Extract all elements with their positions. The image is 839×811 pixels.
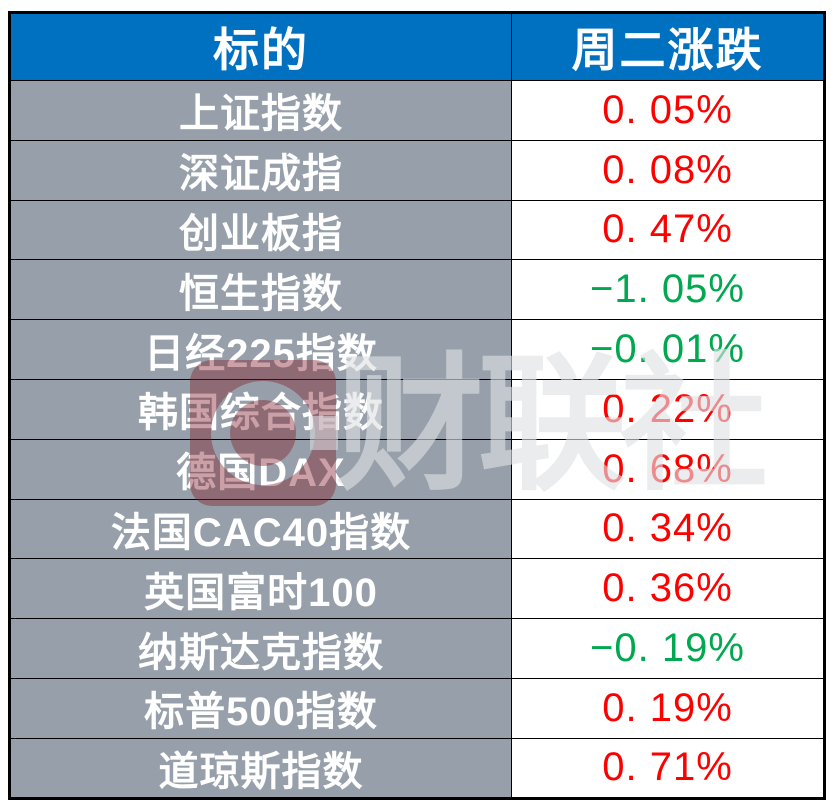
index-name: 德国DAX [9, 438, 512, 500]
table-row: 德国DAX 0. 68% [9, 438, 825, 500]
index-change-value: −0. 19% [511, 618, 825, 679]
index-name: 韩国综合指数 [9, 378, 512, 440]
table-row: 标普500指数 0. 19% [9, 677, 825, 739]
index-change-value: 0. 71% [511, 737, 825, 799]
table-row: 法国CAC40指数 0. 34% [9, 498, 825, 560]
index-change-value: 0. 68% [511, 438, 825, 500]
index-name: 日经225指数 [9, 319, 512, 380]
table-row: 日经225指数 −0. 01% [9, 319, 825, 380]
index-change-value: 0. 22% [511, 378, 825, 440]
index-name: 上证指数 [9, 80, 512, 141]
table-row: 韩国综合指数 0. 22% [9, 378, 825, 440]
index-change-value: −1. 05% [511, 259, 825, 321]
index-change-value: 0. 47% [511, 199, 825, 261]
table-header-row: 标的 周二涨跌 [9, 12, 825, 81]
index-change-value: 0. 05% [511, 80, 825, 141]
table-row: 恒生指数 −1. 05% [9, 259, 825, 321]
index-change-value: −0. 01% [511, 319, 825, 380]
index-name: 创业板指 [9, 199, 512, 261]
index-change-value: 0. 19% [511, 677, 825, 739]
index-name: 深证成指 [9, 139, 512, 201]
table-row: 道琼斯指数 0. 71% [9, 737, 825, 799]
index-change-value: 0. 36% [511, 558, 825, 620]
table-row: 上证指数 0. 05% [9, 80, 825, 141]
index-change-value: 0. 34% [511, 498, 825, 560]
index-name: 标普500指数 [9, 677, 512, 739]
index-name: 纳斯达克指数 [9, 618, 512, 679]
index-name: 恒生指数 [9, 259, 512, 321]
table-row: 创业板指 0. 47% [9, 199, 825, 261]
column-header-change: 周二涨跌 [511, 12, 825, 81]
table-row: 深证成指 0. 08% [9, 139, 825, 201]
table-row: 纳斯达克指数 −0. 19% [9, 618, 825, 679]
index-change-value: 0. 08% [511, 139, 825, 201]
table-row: 英国富时100 0. 36% [9, 558, 825, 620]
index-name: 道琼斯指数 [9, 737, 512, 799]
index-name: 法国CAC40指数 [9, 498, 512, 560]
index-change-table: 标的 周二涨跌 上证指数 0. 05% 深证成指 0. 08% 创业板指 0. … [8, 11, 826, 800]
index-name: 英国富时100 [9, 558, 512, 620]
column-header-target: 标的 [9, 12, 512, 81]
